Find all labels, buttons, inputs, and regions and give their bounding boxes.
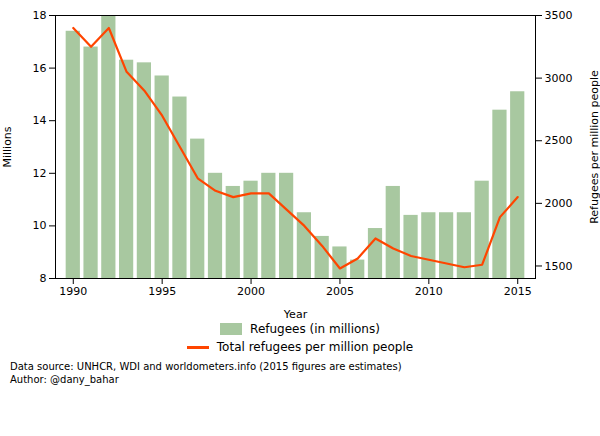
svg-text:8: 8 [40, 272, 47, 285]
svg-text:2005: 2005 [326, 285, 354, 298]
svg-text:18: 18 [33, 9, 47, 22]
svg-text:2000: 2000 [545, 197, 573, 210]
svg-text:Millions: Millions [1, 126, 14, 167]
html-text:Refugees (in millions): Refugees (in millions) [250, 322, 380, 336]
html-text:Data source: UNHCR, WDI and wo: Data source: UNHCR, WDI and worldometers… [10, 361, 402, 372]
svg-text:3500: 3500 [545, 9, 573, 22]
svg-text:2015: 2015 [504, 285, 532, 298]
html-text:Author: @dany_bahar: Author: @dany_bahar [10, 374, 119, 385]
svg-text:Year: Year [283, 308, 308, 321]
html-text:Total refugees per million peo: Total refugees per million people [216, 340, 414, 354]
svg-text:Refugees per million people: Refugees per million people [588, 70, 600, 224]
svg-text:1995: 1995 [148, 285, 176, 298]
svg-text:16: 16 [33, 62, 47, 75]
svg-text:3000: 3000 [545, 72, 573, 85]
svg-text:1990: 1990 [59, 285, 87, 298]
svg-text:12: 12 [33, 167, 47, 180]
svg-text:2500: 2500 [545, 134, 573, 147]
svg-text:2010: 2010 [415, 285, 443, 298]
svg-text:10: 10 [33, 219, 47, 232]
svg-text:1500: 1500 [545, 259, 573, 272]
svg-text:2000: 2000 [237, 285, 265, 298]
svg-text:14: 14 [33, 114, 47, 127]
